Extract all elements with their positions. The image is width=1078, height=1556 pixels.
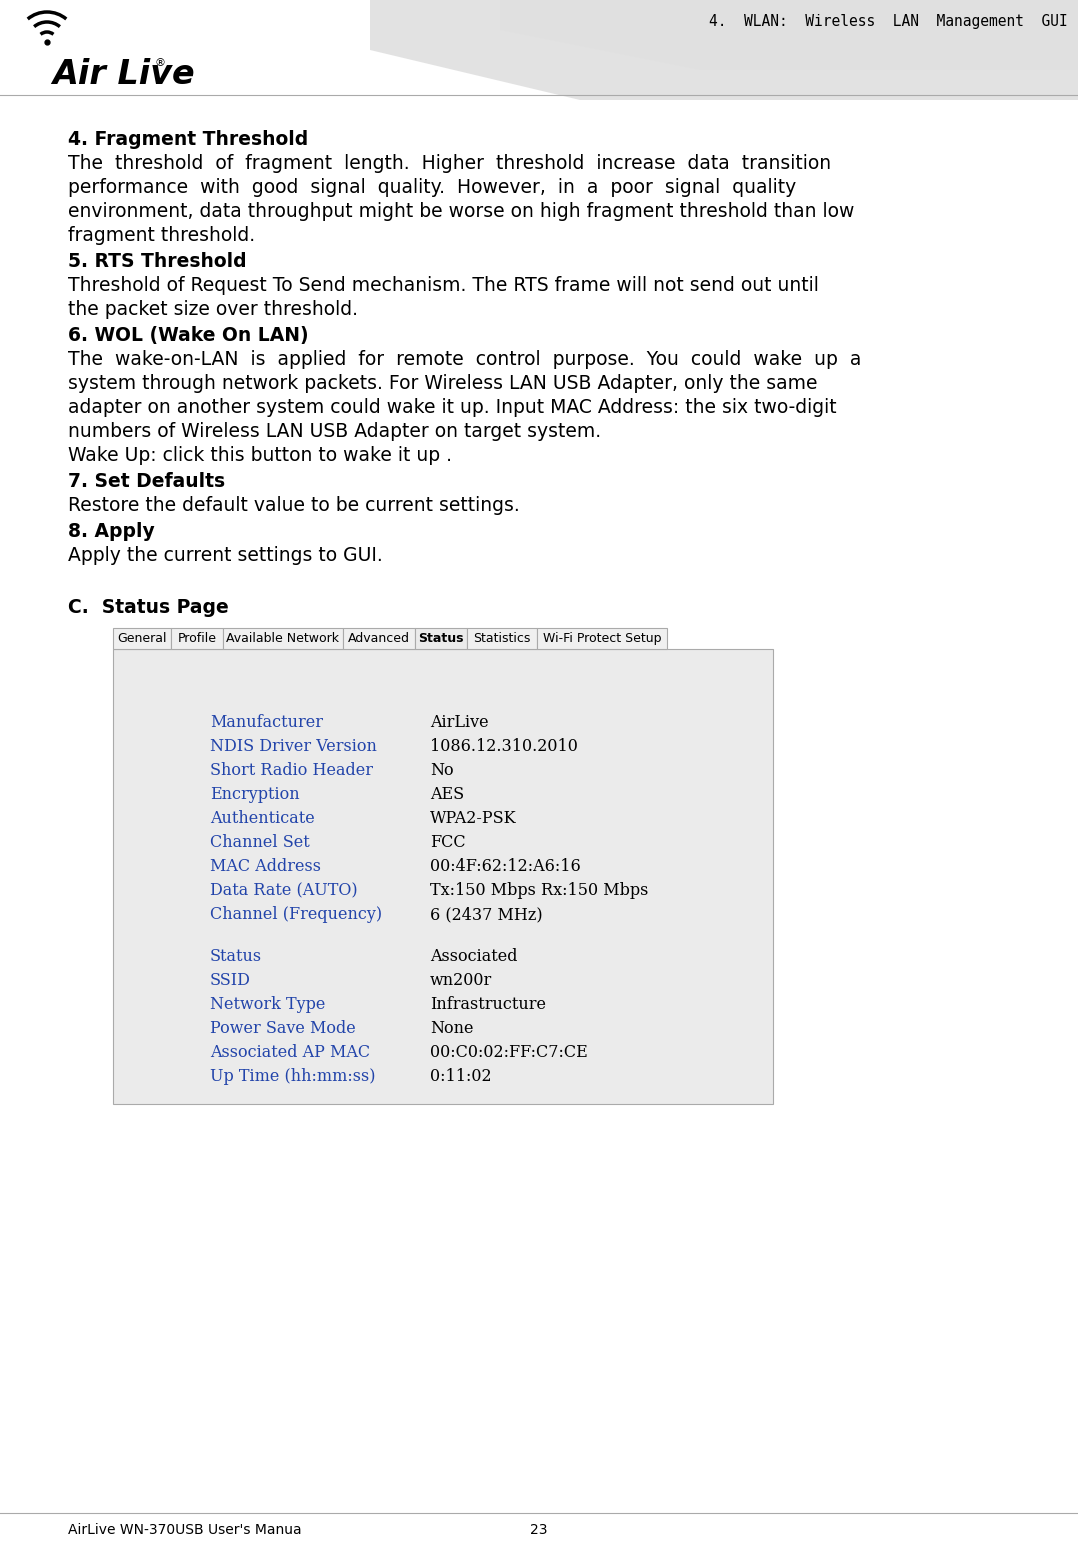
Text: Air Live: Air Live bbox=[52, 58, 195, 90]
Text: ®: ® bbox=[155, 58, 166, 68]
Text: 8. Apply: 8. Apply bbox=[68, 521, 155, 541]
Text: Channel (Frequency): Channel (Frequency) bbox=[210, 906, 382, 923]
Text: Channel Set: Channel Set bbox=[210, 834, 309, 851]
Text: AirLive: AirLive bbox=[430, 714, 488, 731]
Polygon shape bbox=[500, 0, 1078, 70]
FancyBboxPatch shape bbox=[113, 649, 773, 1105]
FancyBboxPatch shape bbox=[171, 629, 223, 649]
Text: C.  Status Page: C. Status Page bbox=[68, 598, 229, 618]
Text: AirLive WN-370USB User's Manua: AirLive WN-370USB User's Manua bbox=[68, 1523, 302, 1537]
Text: the packet size over threshold.: the packet size over threshold. bbox=[68, 300, 358, 319]
Text: Available Network: Available Network bbox=[226, 632, 340, 646]
Text: system through network packets. For Wireless LAN USB Adapter, only the same: system through network packets. For Wire… bbox=[68, 373, 817, 394]
Text: MAC Address: MAC Address bbox=[210, 857, 321, 874]
FancyBboxPatch shape bbox=[223, 629, 343, 649]
Text: Authenticate: Authenticate bbox=[210, 811, 315, 826]
Text: Manufacturer: Manufacturer bbox=[210, 714, 323, 731]
Text: 00:4F:62:12:A6:16: 00:4F:62:12:A6:16 bbox=[430, 857, 581, 874]
Text: wn200r: wn200r bbox=[430, 972, 493, 990]
Text: 6 (2437 MHz): 6 (2437 MHz) bbox=[430, 906, 542, 923]
Text: SSID: SSID bbox=[210, 972, 251, 990]
Text: 4.  WLAN:  Wireless  LAN  Management  GUI: 4. WLAN: Wireless LAN Management GUI bbox=[709, 14, 1068, 30]
Text: Up Time (hh:mm:ss): Up Time (hh:mm:ss) bbox=[210, 1067, 375, 1085]
Text: Statistics: Statistics bbox=[473, 632, 530, 646]
Text: 7. Set Defaults: 7. Set Defaults bbox=[68, 471, 225, 492]
Text: Short Radio Header: Short Radio Header bbox=[210, 762, 373, 780]
Polygon shape bbox=[370, 0, 1078, 100]
Text: The  threshold  of  fragment  length.  Higher  threshold  increase  data  transi: The threshold of fragment length. Higher… bbox=[68, 154, 831, 173]
FancyBboxPatch shape bbox=[113, 629, 171, 649]
Text: Apply the current settings to GUI.: Apply the current settings to GUI. bbox=[68, 546, 383, 565]
Text: WPA2-PSK: WPA2-PSK bbox=[430, 811, 516, 826]
Text: 4. Fragment Threshold: 4. Fragment Threshold bbox=[68, 131, 308, 149]
Text: performance  with  good  signal  quality.  However,  in  a  poor  signal  qualit: performance with good signal quality. Ho… bbox=[68, 177, 797, 198]
Text: Infrastructure: Infrastructure bbox=[430, 996, 545, 1013]
FancyBboxPatch shape bbox=[343, 629, 415, 649]
Text: None: None bbox=[430, 1021, 473, 1036]
Text: Restore the default value to be current settings.: Restore the default value to be current … bbox=[68, 496, 520, 515]
Text: adapter on another system could wake it up. Input MAC Address: the six two-digit: adapter on another system could wake it … bbox=[68, 398, 837, 417]
Text: General: General bbox=[118, 632, 167, 646]
Text: Data Rate (AUTO): Data Rate (AUTO) bbox=[210, 882, 358, 899]
Text: Power Save Mode: Power Save Mode bbox=[210, 1021, 356, 1036]
Text: Wake Up: click this button to wake it up .: Wake Up: click this button to wake it up… bbox=[68, 447, 452, 465]
Text: Associated AP MAC: Associated AP MAC bbox=[210, 1044, 370, 1061]
FancyBboxPatch shape bbox=[415, 629, 467, 649]
Text: 0:11:02: 0:11:02 bbox=[430, 1067, 492, 1085]
Text: environment, data throughput might be worse on high fragment threshold than low: environment, data throughput might be wo… bbox=[68, 202, 855, 221]
Text: NDIS Driver Version: NDIS Driver Version bbox=[210, 738, 377, 755]
Text: 6. WOL (Wake On LAN): 6. WOL (Wake On LAN) bbox=[68, 327, 308, 345]
FancyBboxPatch shape bbox=[467, 629, 537, 649]
Text: No: No bbox=[430, 762, 454, 780]
Text: FCC: FCC bbox=[430, 834, 466, 851]
Text: Encryption: Encryption bbox=[210, 786, 300, 803]
Text: Advanced: Advanced bbox=[348, 632, 410, 646]
FancyBboxPatch shape bbox=[537, 629, 667, 649]
Text: 5. RTS Threshold: 5. RTS Threshold bbox=[68, 252, 247, 271]
Text: Threshold of Request To Send mechanism. The RTS frame will not send out until: Threshold of Request To Send mechanism. … bbox=[68, 275, 819, 296]
Text: Associated: Associated bbox=[430, 948, 517, 965]
Text: Wi-Fi Protect Setup: Wi-Fi Protect Setup bbox=[542, 632, 661, 646]
Text: Status: Status bbox=[418, 632, 464, 646]
Text: numbers of Wireless LAN USB Adapter on target system.: numbers of Wireless LAN USB Adapter on t… bbox=[68, 422, 602, 440]
Text: Tx:150 Mbps Rx:150 Mbps: Tx:150 Mbps Rx:150 Mbps bbox=[430, 882, 648, 899]
Text: Status: Status bbox=[210, 948, 262, 965]
Text: AES: AES bbox=[430, 786, 465, 803]
Text: The  wake-on-LAN  is  applied  for  remote  control  purpose.  You  could  wake : The wake-on-LAN is applied for remote co… bbox=[68, 350, 861, 369]
Text: 1086.12.310.2010: 1086.12.310.2010 bbox=[430, 738, 578, 755]
Text: 23: 23 bbox=[530, 1523, 548, 1537]
Text: Network Type: Network Type bbox=[210, 996, 326, 1013]
Text: fragment threshold.: fragment threshold. bbox=[68, 226, 255, 244]
Text: Profile: Profile bbox=[178, 632, 217, 646]
Text: 00:C0:02:FF:C7:CE: 00:C0:02:FF:C7:CE bbox=[430, 1044, 588, 1061]
